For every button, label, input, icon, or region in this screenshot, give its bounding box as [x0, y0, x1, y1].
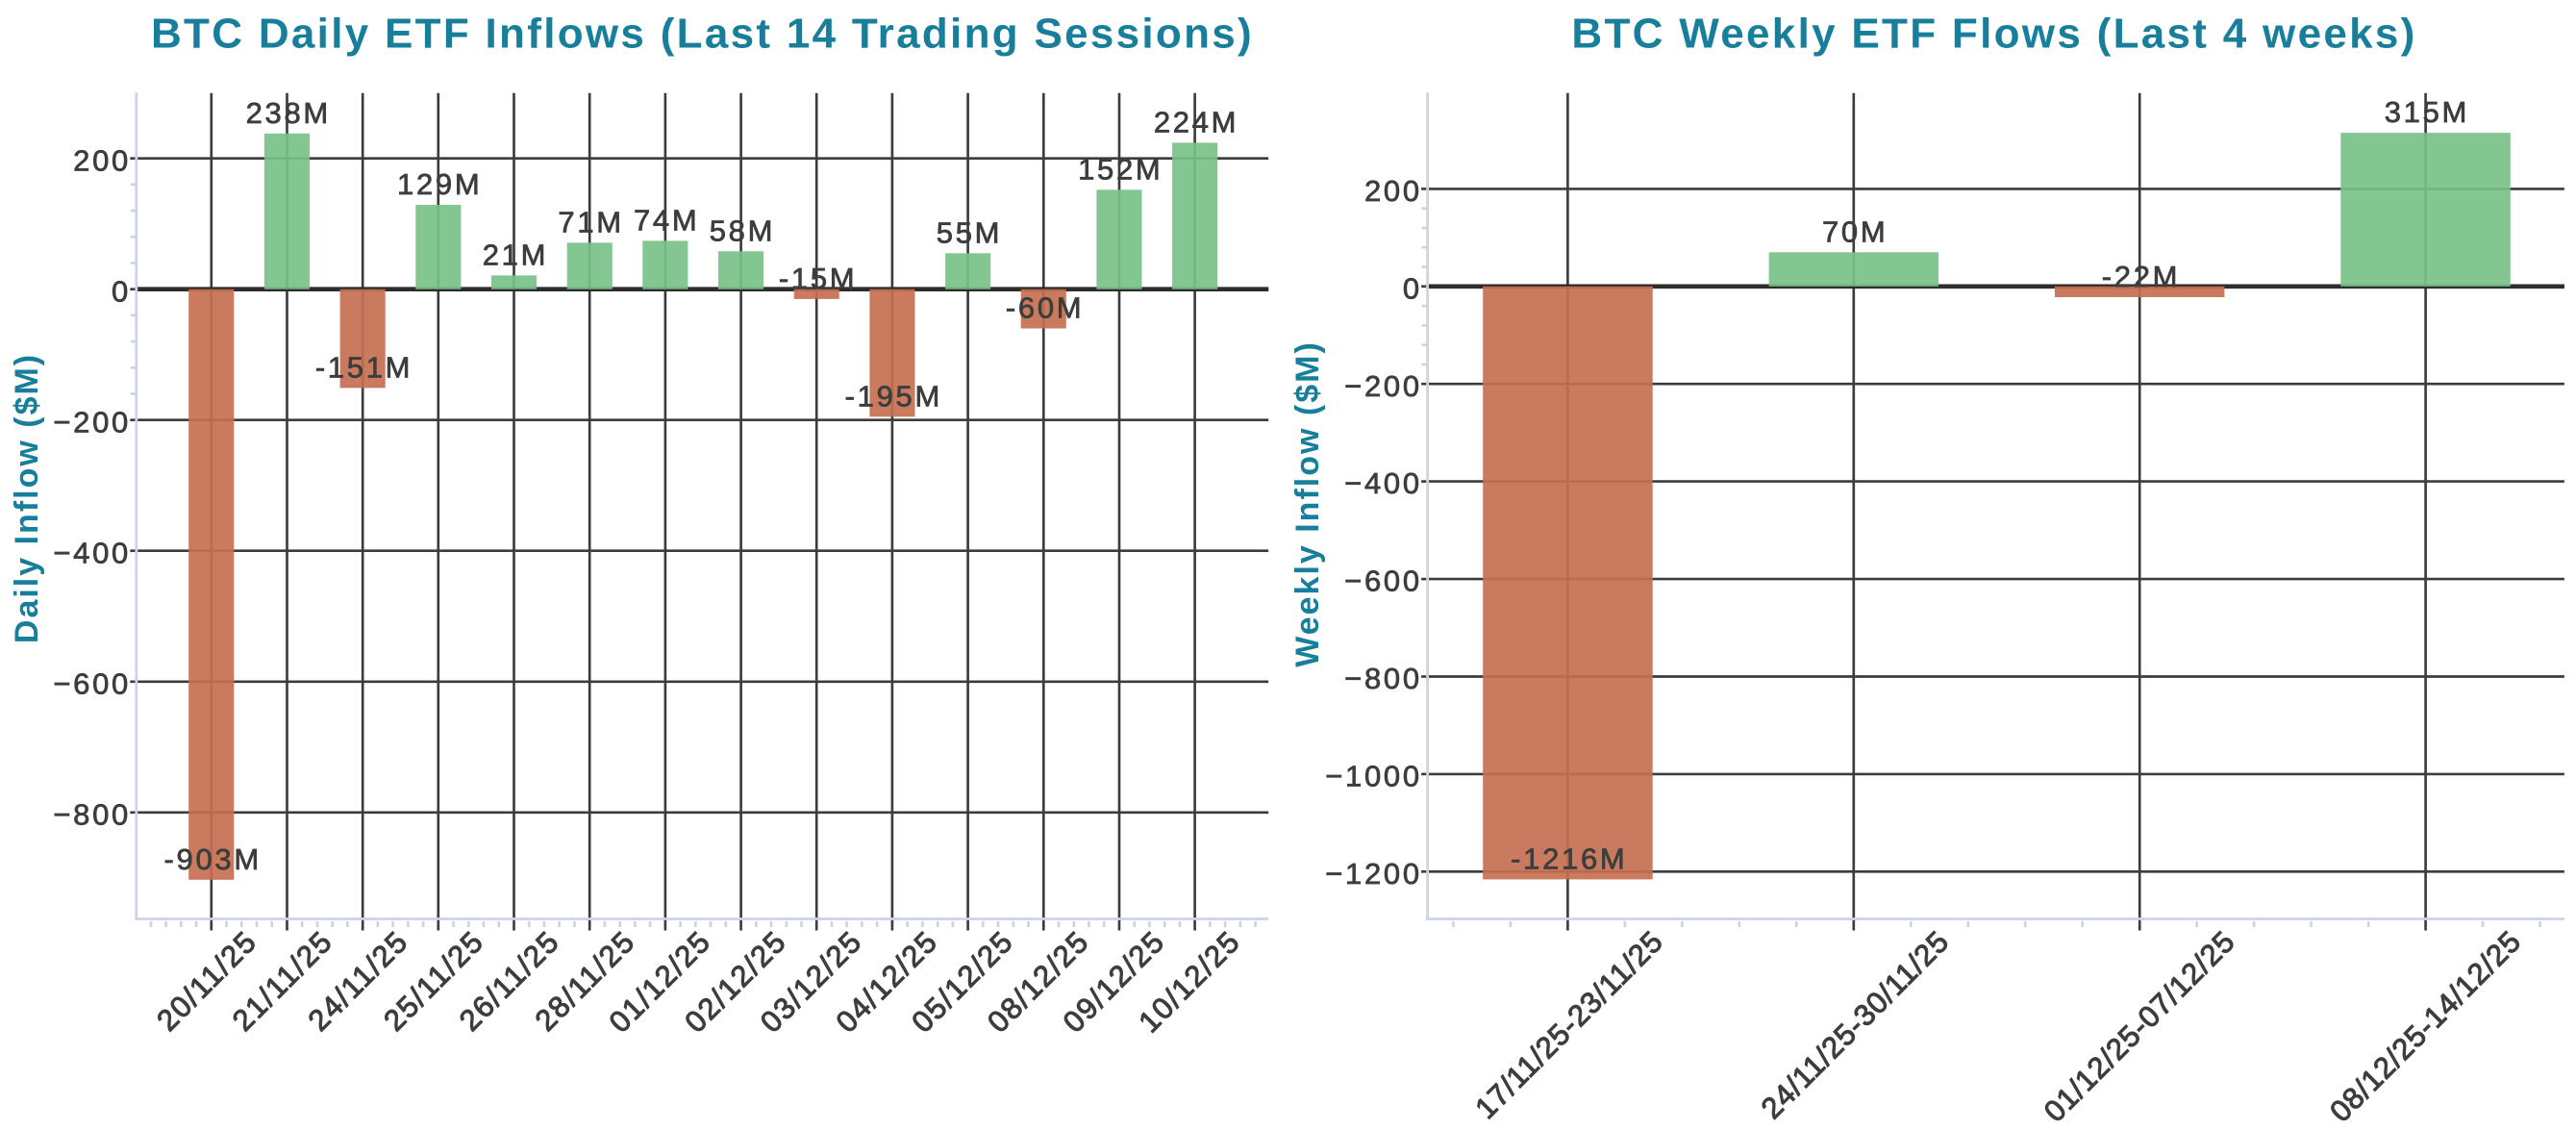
svg-text:238M: 238M: [246, 96, 331, 130]
svg-text:−200: −200: [1344, 369, 1422, 403]
svg-text:-1216M: -1216M: [1511, 841, 1627, 875]
svg-text:0: 0: [112, 274, 131, 308]
svg-text:Weekly Inflow ($M): Weekly Inflow ($M): [1289, 340, 1326, 667]
svg-text:−400: −400: [1344, 466, 1422, 500]
svg-text:−800: −800: [1344, 662, 1422, 695]
svg-text:74M: 74M: [634, 203, 699, 237]
svg-text:58M: 58M: [710, 213, 775, 247]
svg-text:152M: 152M: [1078, 152, 1163, 186]
svg-text:BTC Weekly ETF Flows (Last 4 w: BTC Weekly ETF Flows (Last 4 weeks): [1571, 11, 2416, 58]
svg-text:−1000: −1000: [1325, 760, 1422, 793]
svg-text:-60M: -60M: [1006, 291, 1084, 325]
svg-text:−600: −600: [53, 666, 131, 700]
svg-text:-195M: -195M: [845, 379, 942, 413]
svg-text:−600: −600: [1344, 565, 1422, 598]
svg-text:200: 200: [1364, 174, 1422, 208]
svg-text:-15M: -15M: [779, 262, 857, 295]
svg-text:200: 200: [73, 143, 131, 177]
svg-text:−1200: −1200: [1325, 857, 1422, 891]
svg-text:-903M: -903M: [164, 842, 262, 876]
svg-text:−800: −800: [53, 797, 131, 831]
svg-text:-151M: -151M: [315, 350, 413, 384]
svg-text:BTC Daily ETF Inflows (Last 14: BTC Daily ETF Inflows (Last 14 Trading S…: [151, 11, 1254, 58]
svg-text:71M: 71M: [558, 205, 623, 239]
svg-text:55M: 55M: [937, 215, 1002, 249]
svg-text:-22M: -22M: [2102, 260, 2180, 293]
svg-text:Daily Inflow ($M): Daily Inflow ($M): [9, 353, 45, 643]
svg-text:70M: 70M: [1822, 214, 1888, 248]
svg-text:224M: 224M: [1154, 105, 1238, 138]
svg-text:0: 0: [1403, 271, 1422, 305]
svg-text:−400: −400: [53, 536, 131, 569]
svg-text:315M: 315M: [2385, 95, 2469, 129]
svg-text:21M: 21M: [483, 238, 548, 271]
svg-text:−200: −200: [53, 405, 131, 439]
svg-text:129M: 129M: [397, 167, 482, 201]
